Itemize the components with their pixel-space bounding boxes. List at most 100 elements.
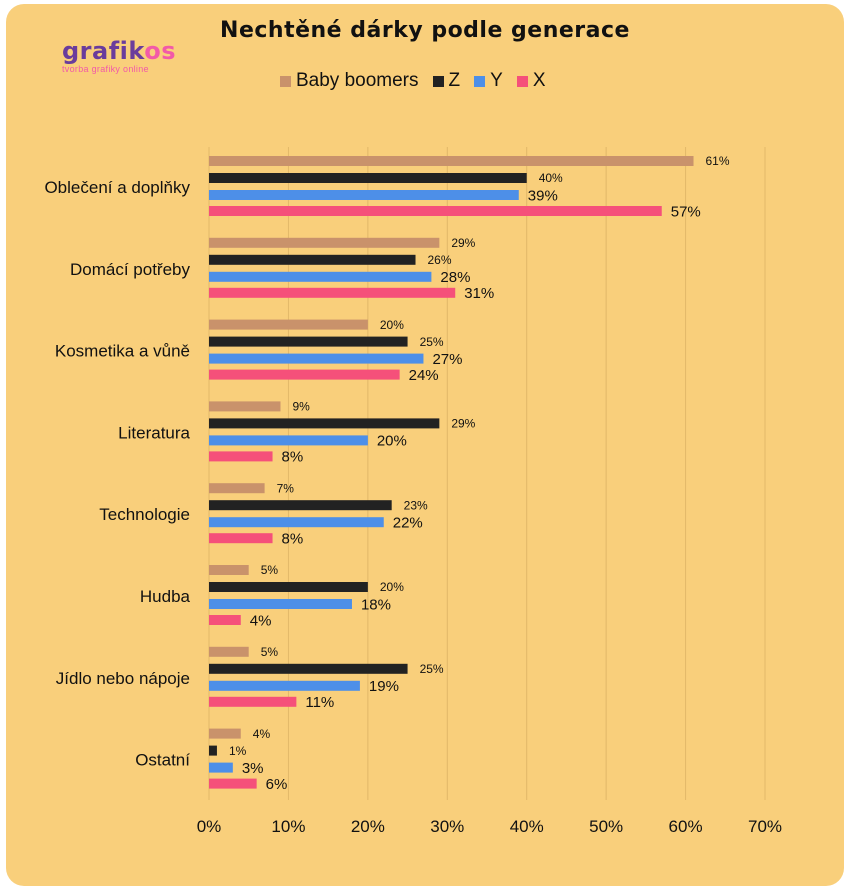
- data-label: 25%: [420, 662, 444, 676]
- data-label: 26%: [428, 253, 452, 267]
- bar-baby-boomers: [209, 483, 265, 494]
- legend-swatch: [474, 75, 486, 87]
- data-label: 1%: [229, 744, 247, 758]
- category-label: Jídlo nebo nápoje: [56, 669, 190, 688]
- data-label: 57%: [671, 203, 701, 220]
- bar-y: [209, 190, 519, 200]
- data-label: 8%: [282, 530, 304, 547]
- bar-y: [209, 599, 352, 609]
- bar-x: [209, 451, 273, 462]
- data-label: 29%: [451, 236, 475, 250]
- data-label: 27%: [432, 351, 462, 368]
- bar-z: [209, 663, 408, 674]
- bar-baby-boomers: [209, 319, 368, 330]
- chart-title: Nechtěné dárky podle generace: [220, 18, 630, 43]
- data-label: 40%: [539, 171, 563, 185]
- bar-x: [209, 696, 297, 707]
- legend-swatch: [280, 75, 291, 87]
- bar-x: [209, 533, 273, 544]
- category-label: Literatura: [118, 423, 190, 442]
- data-label: 4%: [253, 727, 271, 741]
- data-label: 61%: [706, 154, 730, 168]
- x-tick-label: 40%: [510, 817, 544, 836]
- bar-x: [209, 778, 257, 789]
- bar-baby-boomers: [209, 565, 249, 575]
- bar-baby-boomers: [209, 156, 694, 166]
- data-label: 9%: [292, 400, 310, 414]
- bar-y: [209, 762, 233, 773]
- legend-swatch: [432, 75, 444, 87]
- data-label: 5%: [261, 645, 279, 659]
- x-tick-label: 70%: [748, 817, 782, 836]
- grafikos-logo: grafikos tvorba grafiky online: [62, 38, 176, 74]
- chart-background: [6, 4, 844, 886]
- data-label: 8%: [282, 449, 304, 466]
- category-label: Kosmetika a vůně: [55, 342, 190, 361]
- x-tick-label: 10%: [271, 817, 305, 836]
- bar-x: [209, 206, 662, 216]
- data-label: 20%: [380, 318, 404, 332]
- data-label: 18%: [361, 596, 391, 613]
- legend-item: Y: [474, 70, 503, 92]
- data-label: 11%: [305, 694, 334, 711]
- bar-z: [209, 582, 368, 592]
- bar-z: [209, 418, 440, 429]
- data-label: 4%: [250, 612, 272, 629]
- data-label: 28%: [440, 269, 470, 286]
- legend-label: Baby boomers: [296, 70, 419, 91]
- legend-item: X: [516, 70, 546, 92]
- legend-label: X: [532, 70, 546, 91]
- data-label: 23%: [404, 498, 428, 512]
- data-label: 20%: [380, 580, 404, 594]
- legend-item: Baby boomers: [280, 70, 419, 92]
- logo-text-accent: os: [144, 37, 176, 65]
- data-label: 39%: [528, 187, 558, 204]
- logo-tagline: tvorba grafiky online: [62, 64, 149, 74]
- bar-z: [209, 745, 217, 756]
- data-label: 22%: [393, 514, 423, 531]
- x-tick-label: 20%: [351, 817, 385, 836]
- category-label: Hudba: [140, 587, 191, 606]
- bar-baby-boomers: [209, 646, 249, 657]
- category-label: Domácí potřeby: [70, 260, 190, 279]
- x-tick-label: 0%: [197, 817, 222, 836]
- bar-baby-boomers: [209, 237, 440, 248]
- data-label: 6%: [266, 776, 288, 793]
- chart-legend: Baby boomers Z Y X: [280, 70, 546, 92]
- x-tick-label: 50%: [589, 817, 623, 836]
- bar-y: [209, 271, 432, 282]
- bar-z: [209, 336, 408, 347]
- data-label: 20%: [377, 433, 407, 450]
- bar-y: [209, 517, 384, 528]
- bar-z: [209, 254, 416, 265]
- category-label: Oblečení a doplňky: [44, 178, 190, 197]
- data-label: 31%: [464, 285, 494, 302]
- data-label: 29%: [451, 417, 475, 431]
- legend-label: Z: [448, 70, 461, 91]
- bar-y: [209, 435, 368, 446]
- legend-swatch: [516, 75, 528, 87]
- category-label: Technologie: [99, 505, 190, 524]
- bar-baby-boomers: [209, 401, 281, 412]
- bar-x: [209, 287, 456, 298]
- legend-label: Y: [490, 70, 503, 91]
- data-label: 19%: [369, 678, 399, 695]
- bar-z: [209, 173, 527, 183]
- data-label: 24%: [409, 367, 439, 384]
- data-label: 25%: [420, 335, 444, 349]
- logo-text: grafik: [62, 37, 145, 65]
- legend-item: Z: [432, 70, 461, 92]
- bar-y: [209, 680, 360, 691]
- bar-x: [209, 369, 400, 380]
- category-label: Ostatní: [135, 751, 190, 770]
- bar-baby-boomers: [209, 728, 241, 739]
- x-tick-label: 60%: [669, 817, 703, 836]
- bar-z: [209, 500, 392, 511]
- x-tick-label: 30%: [430, 817, 464, 836]
- data-label: 5%: [261, 563, 279, 577]
- bar-y: [209, 353, 424, 364]
- data-label: 7%: [277, 481, 295, 495]
- data-label: 3%: [242, 760, 264, 777]
- bar-x: [209, 615, 241, 625]
